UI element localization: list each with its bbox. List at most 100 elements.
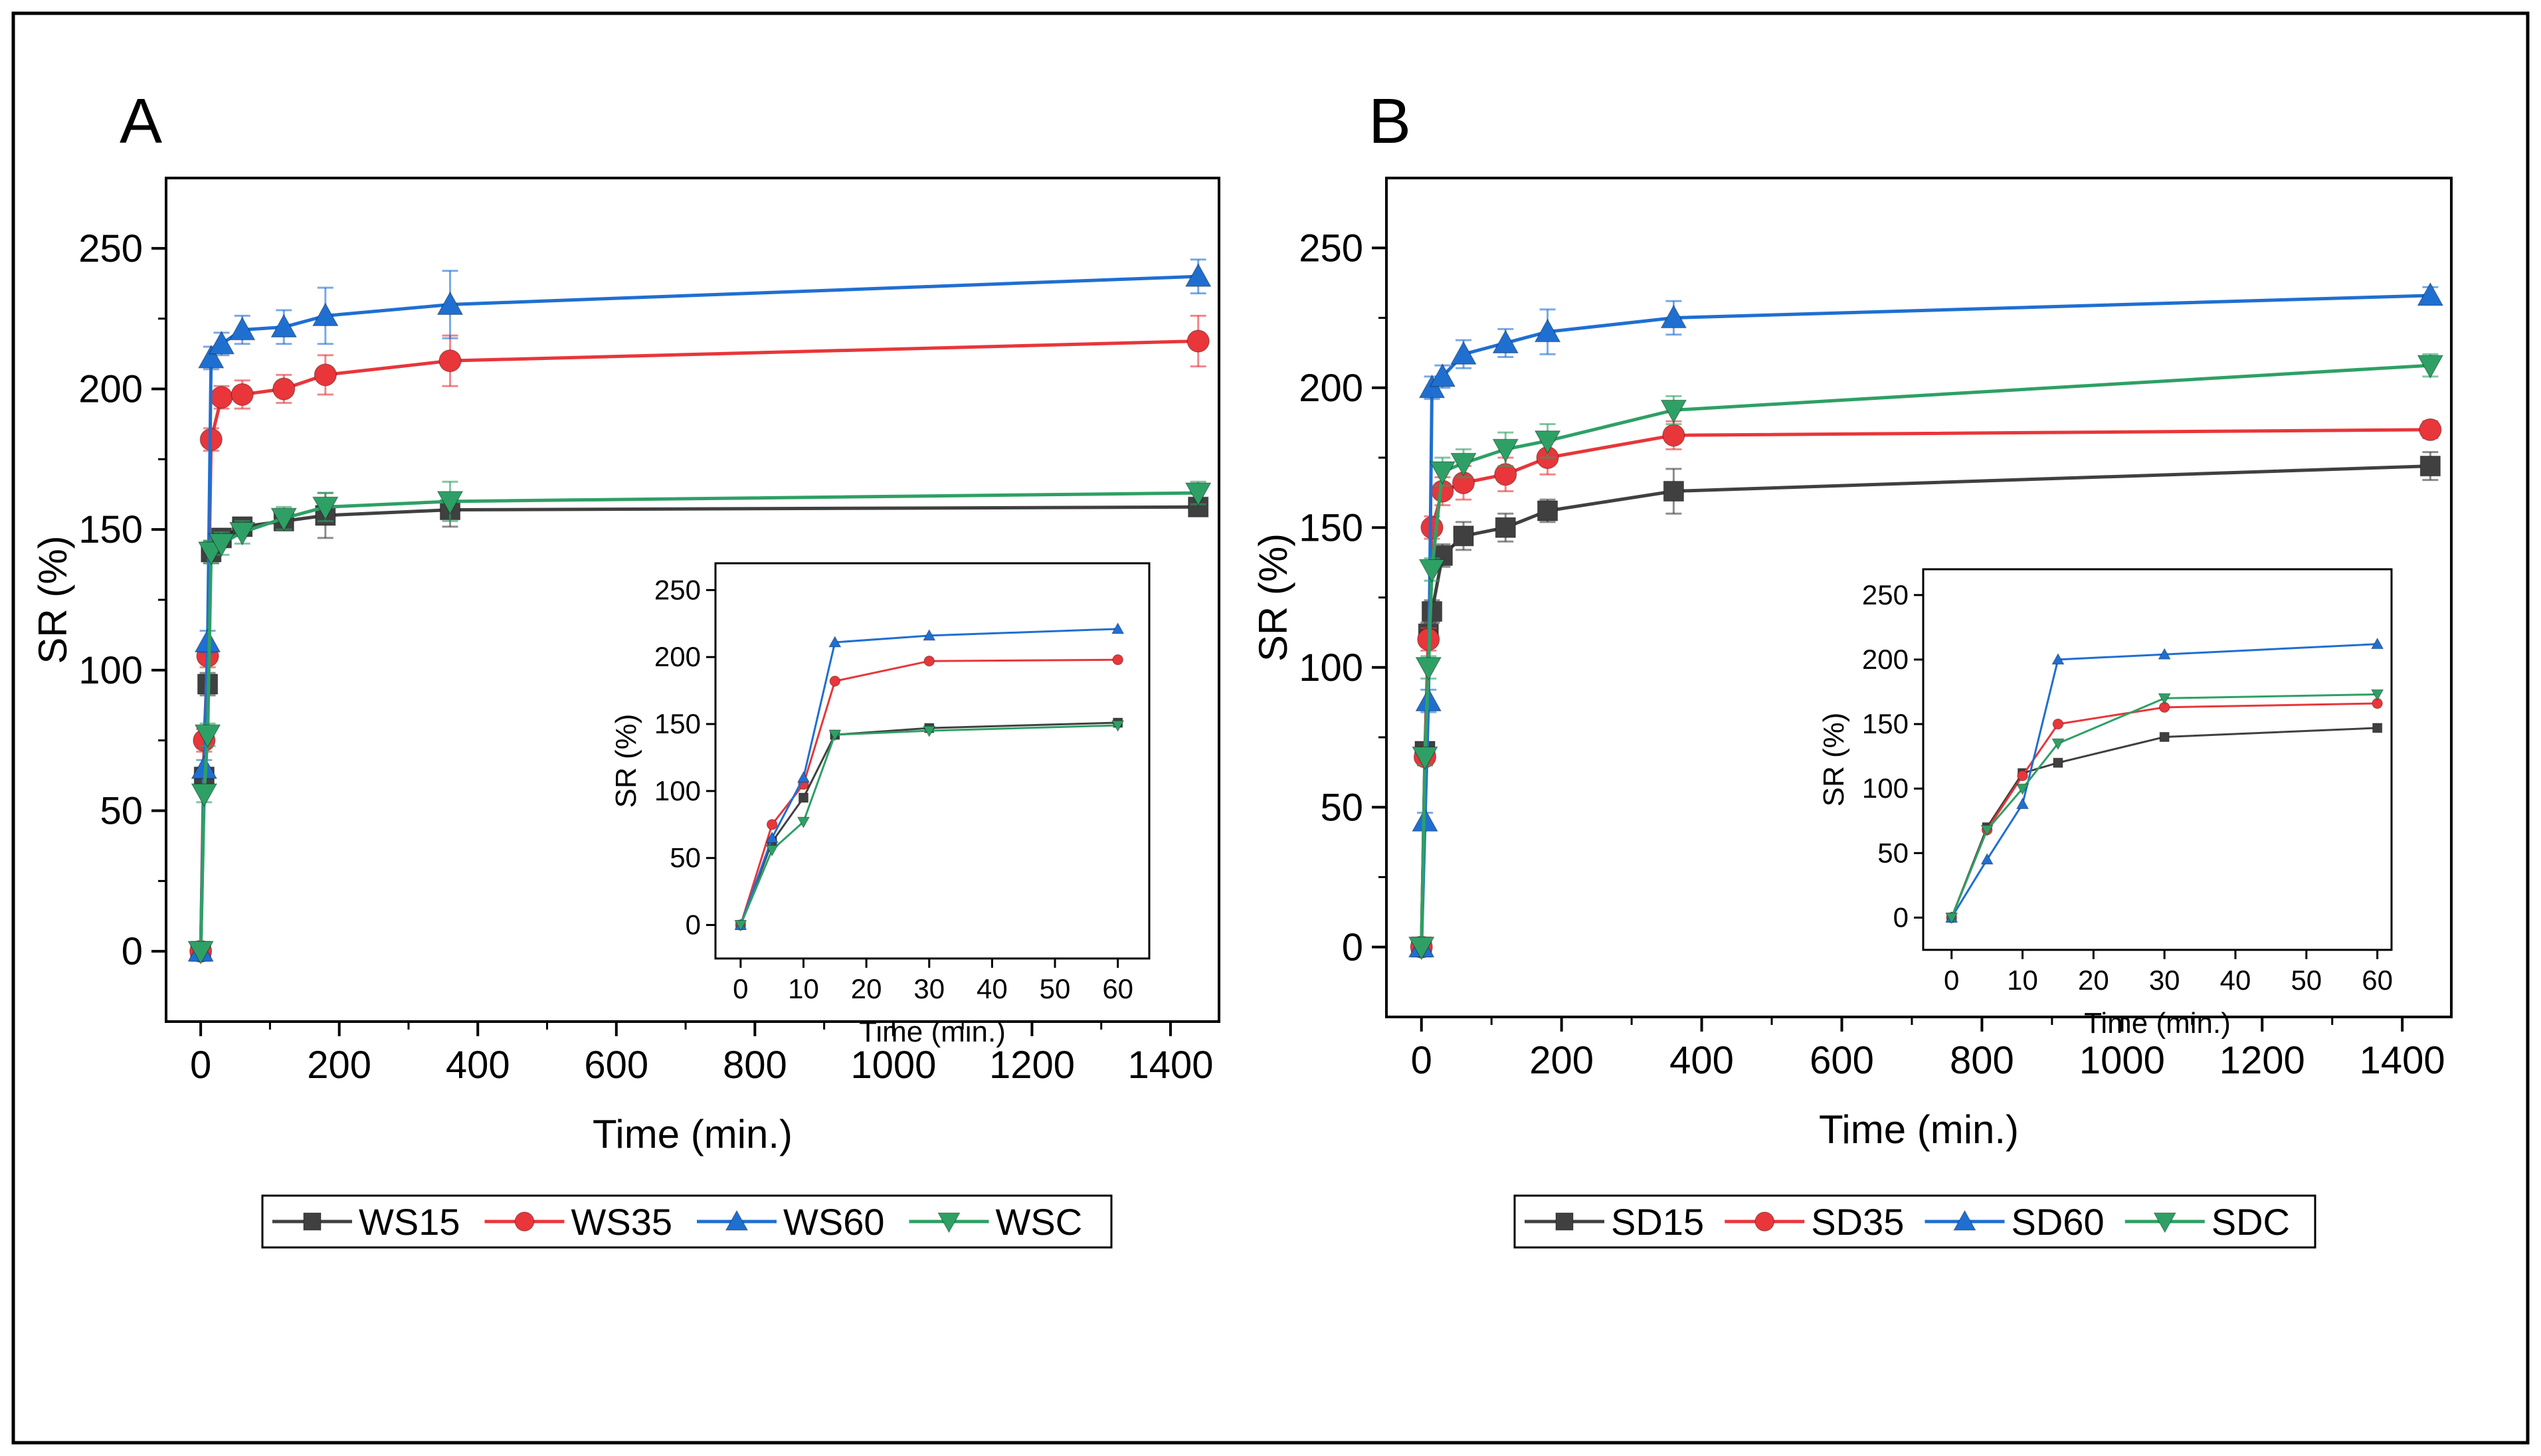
- sd60-point: [1492, 329, 1519, 353]
- inset-sdc-point: [2051, 738, 2065, 750]
- wsc-point: [229, 521, 256, 546]
- inset-ws35-line: [739, 658, 1118, 926]
- sdc-point: [1412, 746, 1438, 771]
- ws35-point: [272, 377, 296, 401]
- panel-b-y-ticks: 0 50 100 150 200 250: [1299, 227, 1386, 969]
- ws60-point: [208, 330, 235, 355]
- sd15-point: [1663, 480, 1684, 502]
- panel-a-inset-y-axis-title: SR (%): [610, 714, 642, 808]
- inset-x-tick-label: 40: [2220, 964, 2251, 996]
- ws60-point: [1184, 263, 1212, 287]
- ws60-point: [229, 316, 256, 341]
- inset-sdc-line: [1950, 693, 2378, 919]
- inset-sdc-point: [2016, 783, 2029, 795]
- sdc-point: [1534, 430, 1561, 454]
- panel-a-inset-series-wsc: [734, 720, 1125, 932]
- panel-b-inset-series-sd60: [1945, 637, 2384, 923]
- sd60-point: [2417, 282, 2444, 306]
- panel-b-inset-frame: [1922, 568, 2393, 951]
- panel-b-inset-x-axis-title: Time (min.): [2084, 1007, 2231, 1040]
- legend-marker: [937, 1212, 961, 1233]
- legend-marker: [303, 1212, 322, 1231]
- panel-b-inset-series-sdc: [1945, 689, 2384, 925]
- y-tick-label: 150: [78, 508, 143, 551]
- wsc-point: [1184, 482, 1212, 507]
- inset-ws35-point: [923, 656, 935, 667]
- x-tick-label: 200: [1529, 1039, 1594, 1082]
- legend-label: SDC: [2212, 1201, 2290, 1243]
- sd35-point: [1662, 424, 1685, 447]
- y-tick-label: 200: [1299, 367, 1363, 410]
- panel-a-inset-x-axis-title: Time (min.): [859, 1016, 1006, 1048]
- inset-x-tick-label: 30: [2149, 964, 2180, 996]
- sd60-point: [1429, 363, 1456, 387]
- x-tick-label: 600: [1810, 1039, 1874, 1082]
- legend-label: SD35: [1811, 1201, 1904, 1243]
- legend-label: WS60: [783, 1201, 885, 1243]
- y-tick-label: 150: [1299, 506, 1363, 549]
- sdc-point: [1408, 937, 1435, 960]
- x-tick-label: 600: [584, 1044, 648, 1087]
- legend-marker: [514, 1212, 535, 1231]
- panel-a-y-axis-title: SR (%): [31, 535, 75, 664]
- wsc-point: [436, 491, 464, 515]
- inset-sd15-point: [2053, 757, 2063, 768]
- panel-a-inset-frame: [714, 562, 1151, 960]
- inset-sd60-point: [1980, 853, 1994, 865]
- sdc-point: [1450, 452, 1477, 477]
- inset-y-tick-label: 150: [1862, 708, 1909, 739]
- inset-sdc-point: [1945, 912, 1958, 925]
- inset-y-tick-label: 50: [1877, 837, 1909, 868]
- panel-a-legend: WS15 WS35 WS60 WSC: [261, 1194, 1113, 1249]
- inset-x-tick-label: 10: [788, 973, 819, 1004]
- sdc-point: [2417, 355, 2444, 379]
- inset-x-tick-label: 0: [733, 973, 748, 1004]
- wsc-point: [208, 533, 235, 557]
- ws60-point: [312, 302, 339, 327]
- inset-sdc-point: [1980, 824, 1994, 837]
- ws35-point: [438, 349, 462, 373]
- sd60-point: [1534, 318, 1561, 343]
- inset-wsc-point: [1111, 720, 1125, 732]
- sd35-point: [2419, 418, 2442, 442]
- sd15-point: [1537, 500, 1558, 521]
- sdc-point: [1492, 438, 1519, 463]
- panel-a: A0 200 400 600 800 1000 1200 140005010015020025…: [31, 86, 1220, 1249]
- panel-a-inset-series-ws60: [734, 622, 1125, 931]
- ws35-point: [1186, 329, 1210, 353]
- legend-label: SD60: [2012, 1201, 2105, 1243]
- inset-wsc-point: [923, 725, 936, 737]
- x-tick-label: 800: [723, 1044, 787, 1087]
- legend-label: WS35: [571, 1201, 673, 1243]
- legend-marker: [1754, 1212, 1775, 1231]
- figure-border: [11, 11, 2530, 1445]
- x-tick-label: 400: [446, 1044, 510, 1087]
- y-tick-label: 50: [1320, 786, 1363, 829]
- inset-ws60-point: [828, 636, 842, 648]
- panel-a-label: A: [120, 86, 162, 157]
- inset-y-tick-label: 50: [670, 842, 701, 873]
- inset-y-tick-label: 100: [1862, 773, 1909, 804]
- ws60-point: [198, 344, 225, 369]
- inset-ws60-point: [765, 831, 779, 843]
- inset-sd35-point: [2017, 770, 2028, 781]
- y-tick-label: 250: [1299, 227, 1363, 270]
- ws60-point: [436, 291, 464, 316]
- inset-x-tick-label: 60: [2362, 964, 2393, 996]
- x-tick-label: 200: [307, 1044, 371, 1087]
- inset-ws35-point: [829, 676, 841, 687]
- inset-ws15-point: [798, 792, 808, 803]
- inset-x-tick-label: 0: [1944, 964, 1959, 996]
- inset-sd60-point: [2371, 637, 2384, 650]
- x-tick-label: 1400: [2360, 1039, 2445, 1082]
- sd60-point: [1660, 304, 1687, 329]
- x-tick-label: 400: [1669, 1039, 1734, 1082]
- legend-label: SD15: [1611, 1201, 1704, 1243]
- inset-ws15-line: [739, 721, 1118, 926]
- inset-x-tick-label: 40: [977, 973, 1008, 1004]
- sdc-point: [1415, 657, 1442, 681]
- legend-marker: [725, 1210, 749, 1231]
- panel-b: B0 200 400 600 800 1000 1200 140005010015020025…: [1251, 86, 2453, 1249]
- legend-marker: [1555, 1212, 1574, 1231]
